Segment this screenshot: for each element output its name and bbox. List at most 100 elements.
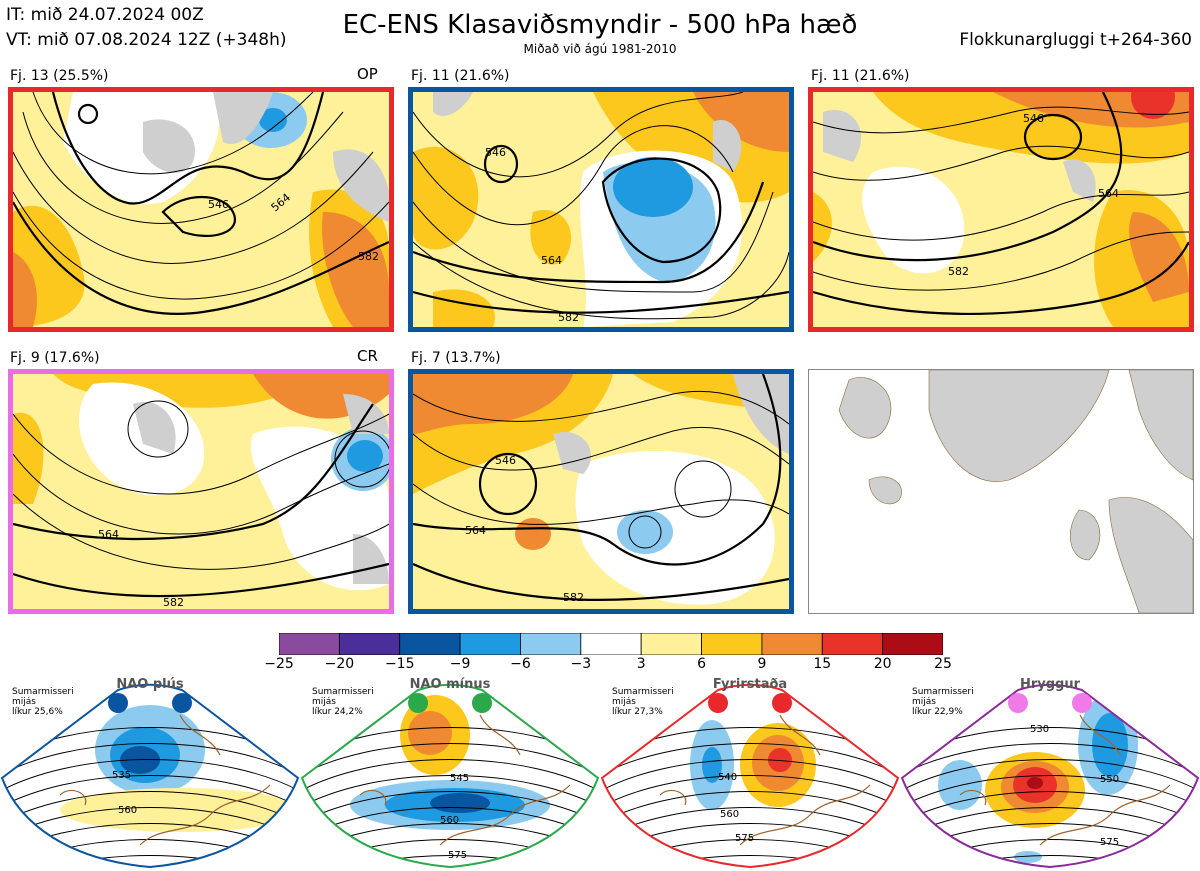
- contour-label: 582: [948, 265, 969, 278]
- colorbar-swatch: [459, 632, 521, 656]
- page-title: EC-ENS Klasaviðsmyndir - 500 hPa hæð: [342, 10, 858, 40]
- regime-contour-label: 560: [118, 805, 137, 816]
- colorbar-swatch: [640, 632, 702, 656]
- cluster-map-2: 546 564 582: [408, 87, 794, 332]
- colorbar-tick-label: −20: [324, 656, 355, 672]
- cluster-map-5: 546 564 582: [408, 369, 794, 614]
- regime-note-line: líkur 27,3%: [612, 707, 663, 717]
- regime-marker: [108, 693, 128, 713]
- contour-label: 582: [563, 591, 584, 604]
- colorbar-swatch: [701, 632, 763, 656]
- regime-note-line: Sumarmisseri: [12, 687, 74, 697]
- regime-contour-label: 575: [735, 833, 754, 844]
- regime-note-line: líkur 25,6%: [12, 707, 63, 717]
- regime-note: Sumarmisseri mijás líkur 25,6%: [12, 687, 74, 717]
- regime-contour-label: 575: [1100, 837, 1119, 848]
- regime-note: Sumarmisseri mijás líkur 22,9%: [912, 687, 974, 717]
- colorbar-tick-label: −3: [570, 656, 592, 672]
- empty-map: [808, 369, 1194, 614]
- regime-contour-label: 535: [112, 770, 131, 781]
- colorbar-swatch: [761, 632, 823, 656]
- panel-5-label: Fj. 7 (13.7%): [411, 350, 501, 366]
- colorbar-tick-label: −6: [510, 656, 531, 672]
- regime-note-line: líkur 24,2%: [312, 707, 363, 717]
- window-label: Flokkunargluggi t+264-360: [959, 30, 1192, 50]
- regime-note-line: Sumarmisseri: [612, 687, 674, 697]
- regime-title: NAO mínus: [409, 677, 491, 692]
- colorbar-tick-label: 6: [697, 656, 706, 672]
- colorbar-swatch: [278, 632, 340, 656]
- regime-marker: [172, 693, 192, 713]
- panel-4-tag: CR: [357, 347, 378, 365]
- regime-note-line: Sumarmisseri: [312, 687, 374, 697]
- cluster-map-1: 546 564 582: [8, 87, 394, 332]
- colorbar-tick-label: 3: [636, 656, 646, 672]
- regime-contour-label: 560: [440, 815, 459, 826]
- initial-time: IT: mið 24.07.2024 00Z: [6, 5, 204, 25]
- contour-label: 546: [495, 454, 516, 467]
- colorbar-tick-label: −15: [384, 656, 415, 672]
- regime-marker: [708, 693, 728, 713]
- regime-contour-label: 540: [718, 772, 737, 783]
- contour-label: 546: [1023, 112, 1044, 125]
- regime-note-line: mijás: [612, 697, 636, 707]
- colorbar-tick-label: 9: [757, 656, 767, 672]
- colorbar-tick-label: 15: [813, 656, 832, 672]
- colorbar-swatch: [580, 632, 642, 656]
- contour-label: 582: [358, 250, 379, 263]
- colorbar-labels: −25 −20 −15 −9 −6 −3 3 6 9 15 20 25: [264, 656, 952, 674]
- colorbar-swatch: [882, 632, 944, 656]
- regime-note-line: mijás: [912, 697, 936, 707]
- regime-map: 545 560 575: [300, 683, 600, 869]
- page-subtitle: Miðað við ágú 1981-2010: [523, 42, 677, 56]
- regime-note-line: Sumarmisseri: [912, 687, 974, 697]
- contour-label: 564: [465, 524, 486, 537]
- regime-title: Hryggur: [1019, 677, 1081, 692]
- regime-marker: [408, 693, 428, 713]
- contour-label: 546: [485, 146, 506, 159]
- regime-marker: [1072, 693, 1092, 713]
- contour-label: 564: [98, 528, 119, 541]
- panel-1-tag: OP: [357, 65, 378, 83]
- cluster-map-3: 546 564 582: [808, 87, 1194, 332]
- colorbar-tick-label: 25: [934, 656, 952, 672]
- regime-contour-label: 560: [720, 809, 739, 820]
- regime-map: 535 560: [0, 683, 300, 869]
- valid-time: VT: mið 07.08.2024 12Z (+348h): [6, 30, 287, 50]
- regime-note-line: mijás: [312, 697, 336, 707]
- regime-map: 540 560 575: [600, 683, 900, 869]
- panel-2-label: Fj. 11 (21.6%): [411, 68, 510, 84]
- regime-maps: 535 560 NAO plús Sumarmisseri mijás líkur 25,…: [0, 675, 1200, 871]
- regime-contour-label: 545: [450, 773, 469, 784]
- regime-title: NAO plús: [116, 677, 184, 692]
- panel-3-label: Fj. 11 (21.6%): [811, 68, 910, 84]
- colorbar-tick-label: 20: [873, 656, 892, 672]
- regime-contour-label: 550: [1100, 774, 1119, 785]
- colorbar-swatch: [821, 632, 884, 656]
- regime-marker: [1008, 693, 1028, 713]
- contour-label: 564: [541, 254, 562, 267]
- regime-marker: [472, 693, 492, 713]
- regime-contour-label: 575: [448, 850, 467, 861]
- regime-note: Sumarmisseri mijás líkur 27,3%: [612, 687, 674, 717]
- regime-note-line: mijás: [12, 697, 36, 707]
- contour-label: 564: [1098, 187, 1119, 200]
- colorbar: [278, 632, 944, 656]
- contour-label: 582: [163, 596, 184, 609]
- panel-1-label: Fj. 13 (25.5%): [10, 68, 109, 84]
- contour-label: 546: [208, 198, 229, 211]
- cluster-map-4: 564 582: [8, 369, 394, 614]
- colorbar-tick-label: −25: [264, 656, 294, 672]
- colorbar-swatch: [399, 632, 461, 656]
- contour-label: 582: [558, 311, 579, 324]
- regime-marker: [772, 693, 792, 713]
- colorbar-tick-label: −9: [449, 656, 471, 672]
- regime-note-line: líkur 22,9%: [912, 707, 963, 717]
- regime-title: Fyrirstaða: [712, 677, 788, 692]
- regime-note: Sumarmisseri mijás líkur 24,2%: [312, 687, 374, 717]
- regime-map: 530 550 575: [900, 683, 1200, 869]
- panel-4-label: Fj. 9 (17.6%): [10, 350, 100, 366]
- regime-contour-label: 530: [1030, 724, 1049, 735]
- colorbar-swatch: [520, 632, 582, 656]
- colorbar-swatch: [338, 632, 401, 656]
